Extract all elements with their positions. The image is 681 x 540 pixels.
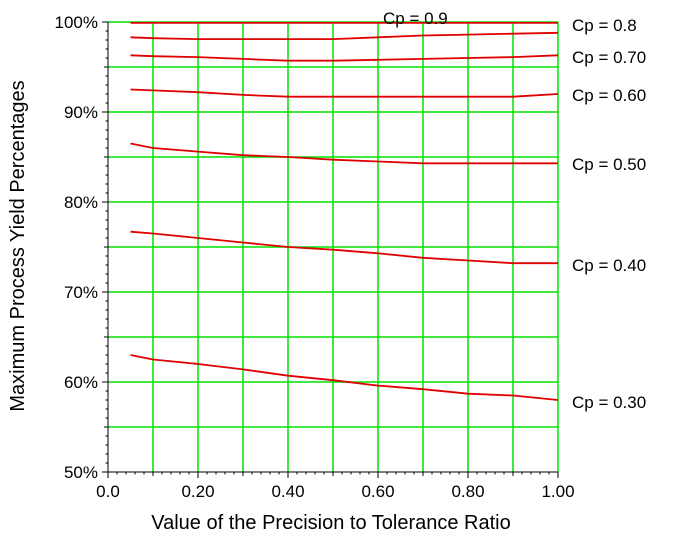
series-line: [130, 354, 559, 401]
y-tick-labels: 50% 60% 70% 80% 90% 100%: [55, 13, 98, 482]
axes: [102, 21, 559, 478]
y-tick-label: 90%: [64, 103, 98, 122]
x-tick-labels: 0.0 0.20 0.40 0.60 0.80 1.00: [96, 482, 574, 501]
series-line: [130, 88, 559, 98]
series-line: [130, 230, 558, 265]
series-label: Cp = 0.60: [572, 86, 646, 105]
series-label: Cp = 0.9: [383, 9, 448, 28]
x-tick-label: 0.0: [96, 482, 120, 501]
series-line: [130, 142, 558, 165]
x-tick-label: 1.00: [541, 482, 574, 501]
series-label: Cp = 0.70: [572, 48, 646, 67]
y-tick-label: 100%: [55, 13, 98, 32]
series-line: [130, 54, 559, 62]
series-label: Cp = 0.30: [572, 393, 646, 412]
y-tick-label: 80%: [64, 193, 98, 212]
x-tick-label: 0.40: [271, 482, 304, 501]
x-axis-title: Value of the Precision to Tolerance Rati…: [151, 512, 510, 534]
series-label: Cp = 0.40: [572, 256, 646, 275]
series-labels: Cp = 0.9 Cp = 0.8 Cp = 0.70 Cp = 0.60 Cp = 0…: [383, 9, 646, 412]
series-label: Cp = 0.8: [572, 16, 637, 35]
y-tick-label: 60%: [64, 373, 98, 392]
y-tick-label: 70%: [64, 283, 98, 302]
series-lines: [130, 21, 559, 401]
series-label: Cp = 0.50: [572, 155, 646, 174]
y-tick-label: 50%: [64, 463, 98, 482]
series-line: [130, 31, 559, 40]
grid: [108, 21, 559, 472]
x-tick-label: 0.80: [451, 482, 484, 501]
x-tick-label: 0.60: [361, 482, 394, 501]
y-axis-title: Maximum Process Yield Percentages: [7, 80, 29, 411]
x-tick-label: 0.20: [181, 482, 214, 501]
